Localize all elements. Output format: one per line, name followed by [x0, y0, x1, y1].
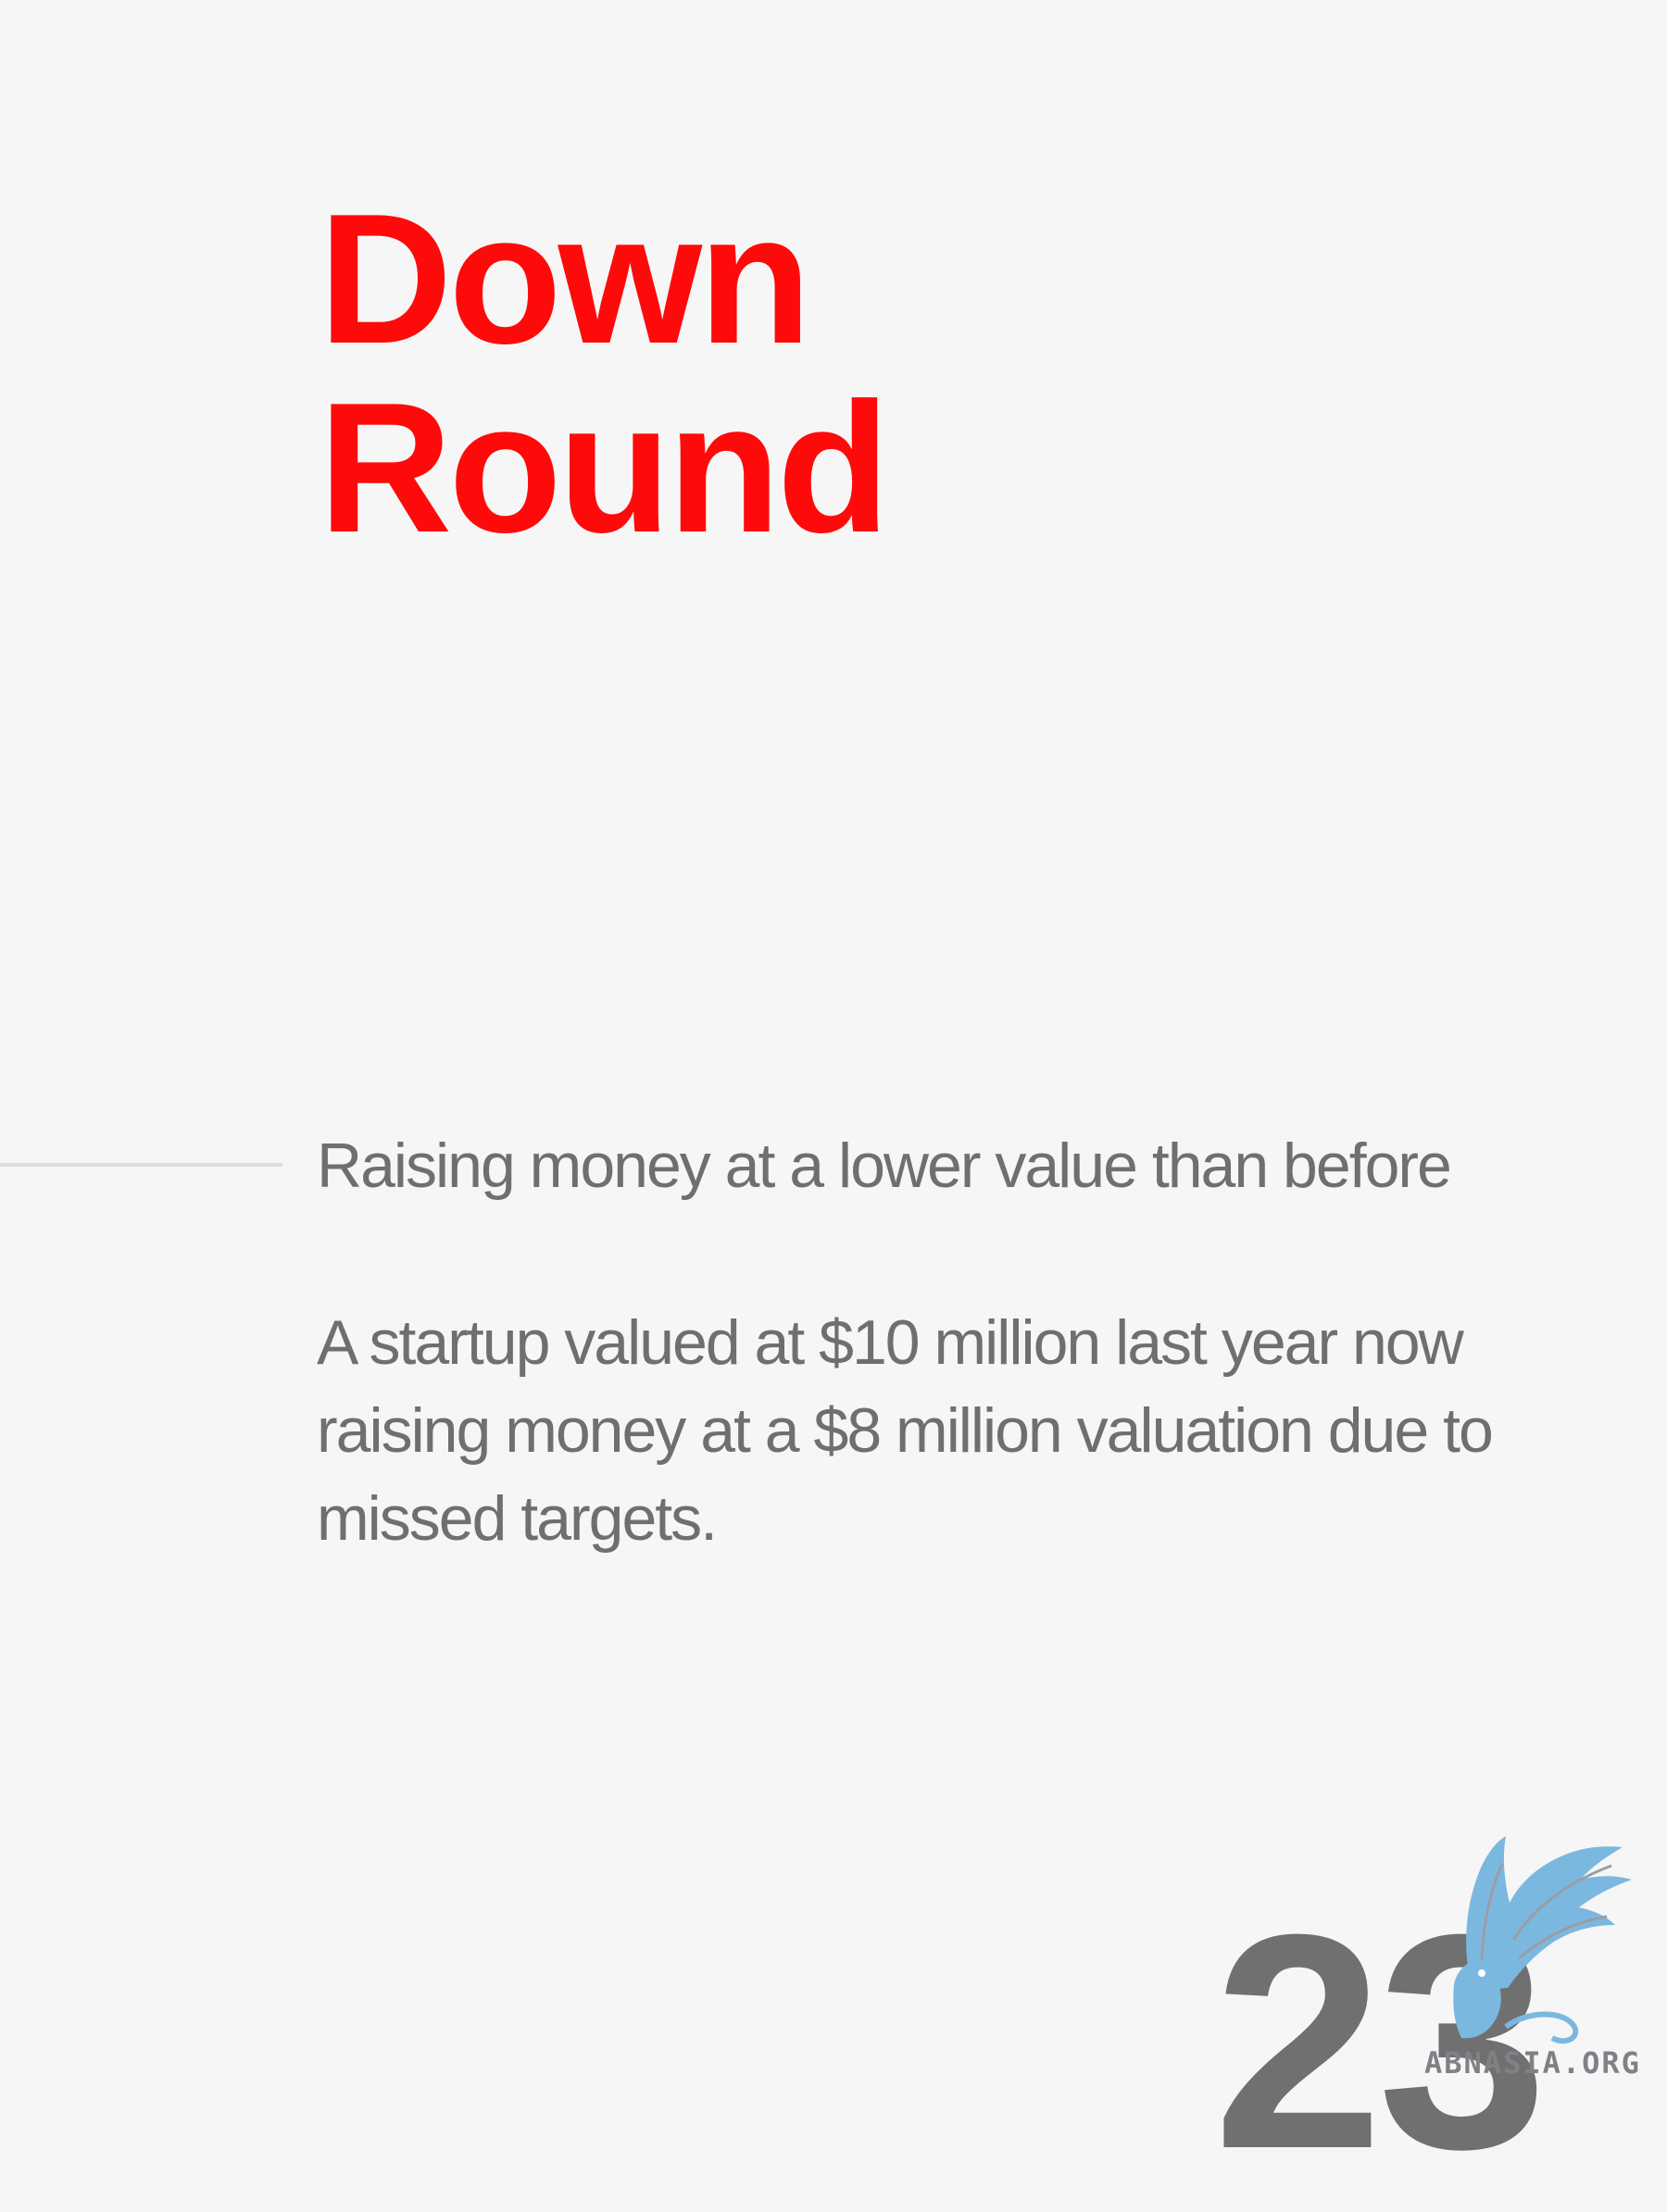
- divider-rule: [0, 1163, 282, 1167]
- slide-title: Down Round: [319, 176, 890, 571]
- brand-logo: ABNASIA.ORG: [1417, 1829, 1667, 2083]
- example-text: A startup valued at $10 million last yea…: [317, 1307, 1494, 1554]
- griffin-logo-icon: [1453, 1836, 1632, 2044]
- definition-text: Raising money at a lower value than befo…: [317, 1131, 1452, 1201]
- slide-title-line-2: Round: [319, 365, 890, 571]
- slide-title-line-1: Down: [319, 176, 811, 382]
- brand-logo-text: ABNASIA.ORG: [1424, 2045, 1641, 2081]
